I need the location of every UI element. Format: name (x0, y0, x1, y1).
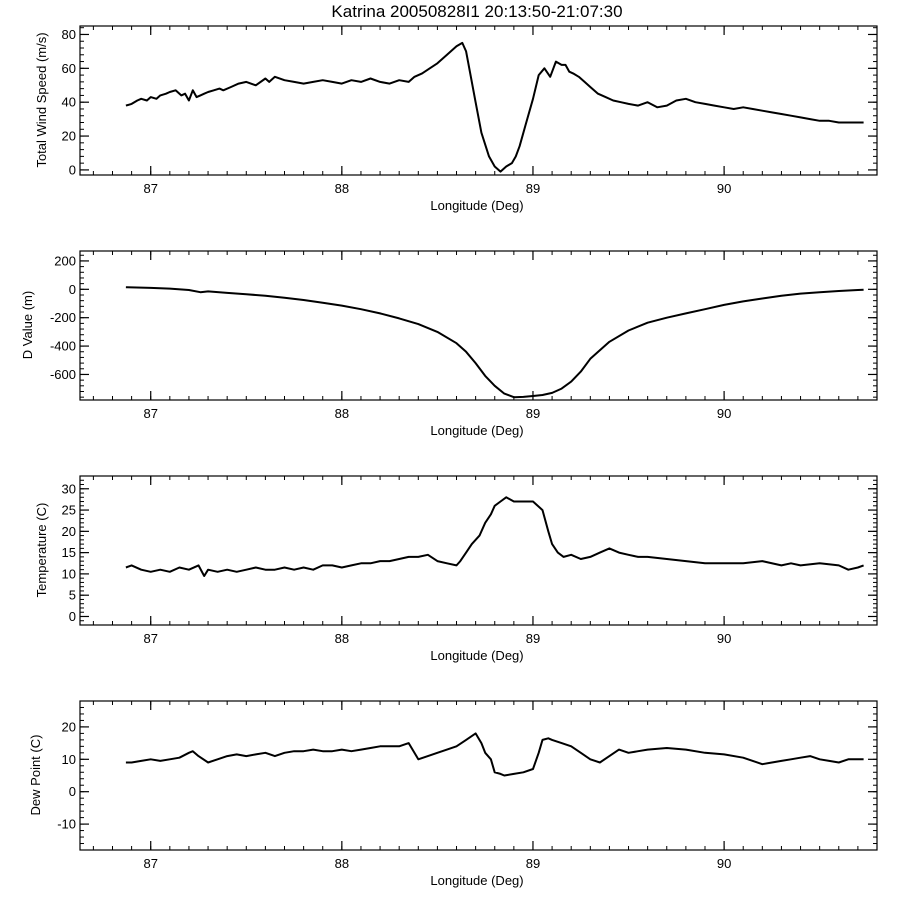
x-tick-label: 87 (143, 856, 157, 871)
y-tick-label: -10 (57, 817, 76, 832)
panel-d-value: Longitude (Deg) D Value (m) 87 88 89 90 -600… (20, 250, 878, 438)
x-tick-label: 88 (335, 181, 349, 196)
y-tick-label: 30 (62, 481, 76, 496)
y-tick-label: 20 (62, 719, 76, 734)
series-line (125, 496, 864, 577)
plot-frame (79, 475, 878, 626)
y-tick-label: 20 (62, 129, 76, 144)
y-tick-label: 5 (69, 588, 76, 603)
x-tick-label: 87 (143, 181, 157, 196)
y-tick-label: 0 (69, 282, 76, 297)
y-tick-label: -200 (50, 310, 76, 325)
x-axis-label: Longitude (Deg) (430, 198, 523, 213)
x-tick-label: 89 (526, 181, 540, 196)
plot-frame (79, 250, 878, 401)
panel-temperature: Longitude (Deg) Temperature (C) 87 88 89 90… (34, 475, 878, 663)
y-axis-label: Temperature (C) (34, 503, 49, 598)
series-line (125, 286, 864, 399)
y-tick-label: 0 (69, 162, 76, 177)
y-tick-label: 20 (62, 524, 76, 539)
series-line (125, 732, 864, 777)
x-axis-label: Longitude (Deg) (430, 648, 523, 663)
y-tick-label: 80 (62, 27, 76, 42)
panel-wind-speed: Longitude (Deg) Total Wind Speed (m/s) 8… (34, 25, 878, 213)
y-tick-label: 0 (69, 784, 76, 799)
x-tick-label: 88 (335, 631, 349, 646)
y-tick-label: -600 (50, 367, 76, 382)
y-tick-label: -400 (50, 339, 76, 354)
y-tick-label: 25 (62, 503, 76, 518)
y-axis-label: D Value (m) (20, 291, 35, 359)
plot-frame (79, 25, 878, 176)
x-tick-label: 89 (526, 406, 540, 421)
y-tick-label: 15 (62, 545, 76, 560)
x-tick-label: 90 (717, 856, 731, 871)
y-axis-label: Dew Point (C) (28, 735, 43, 816)
panel-dew-point: Longitude (Deg) Dew Point (C) 87 88 89 90 -1… (28, 700, 878, 888)
y-axis-label: Total Wind Speed (m/s) (34, 32, 49, 167)
x-axis-label: Longitude (Deg) (430, 423, 523, 438)
series-line (125, 41, 864, 173)
y-tick-label: 200 (54, 253, 76, 268)
x-tick-label: 90 (717, 406, 731, 421)
x-axis-label: Longitude (Deg) (430, 873, 523, 888)
y-tick-label: 40 (62, 95, 76, 110)
x-tick-label: 89 (526, 856, 540, 871)
x-tick-label: 88 (335, 406, 349, 421)
x-tick-label: 90 (717, 181, 731, 196)
y-tick-label: 10 (62, 566, 76, 581)
chart-title: Katrina 20050828I1 20:13:50-21:07:30 (331, 2, 622, 21)
x-tick-label: 88 (335, 856, 349, 871)
x-tick-label: 90 (717, 631, 731, 646)
x-tick-label: 87 (143, 631, 157, 646)
x-tick-label: 89 (526, 631, 540, 646)
plot-frame (79, 700, 878, 851)
y-tick-label: 60 (62, 61, 76, 76)
y-tick-label: 0 (69, 609, 76, 624)
y-tick-label: 10 (62, 752, 76, 767)
x-tick-label: 87 (143, 406, 157, 421)
